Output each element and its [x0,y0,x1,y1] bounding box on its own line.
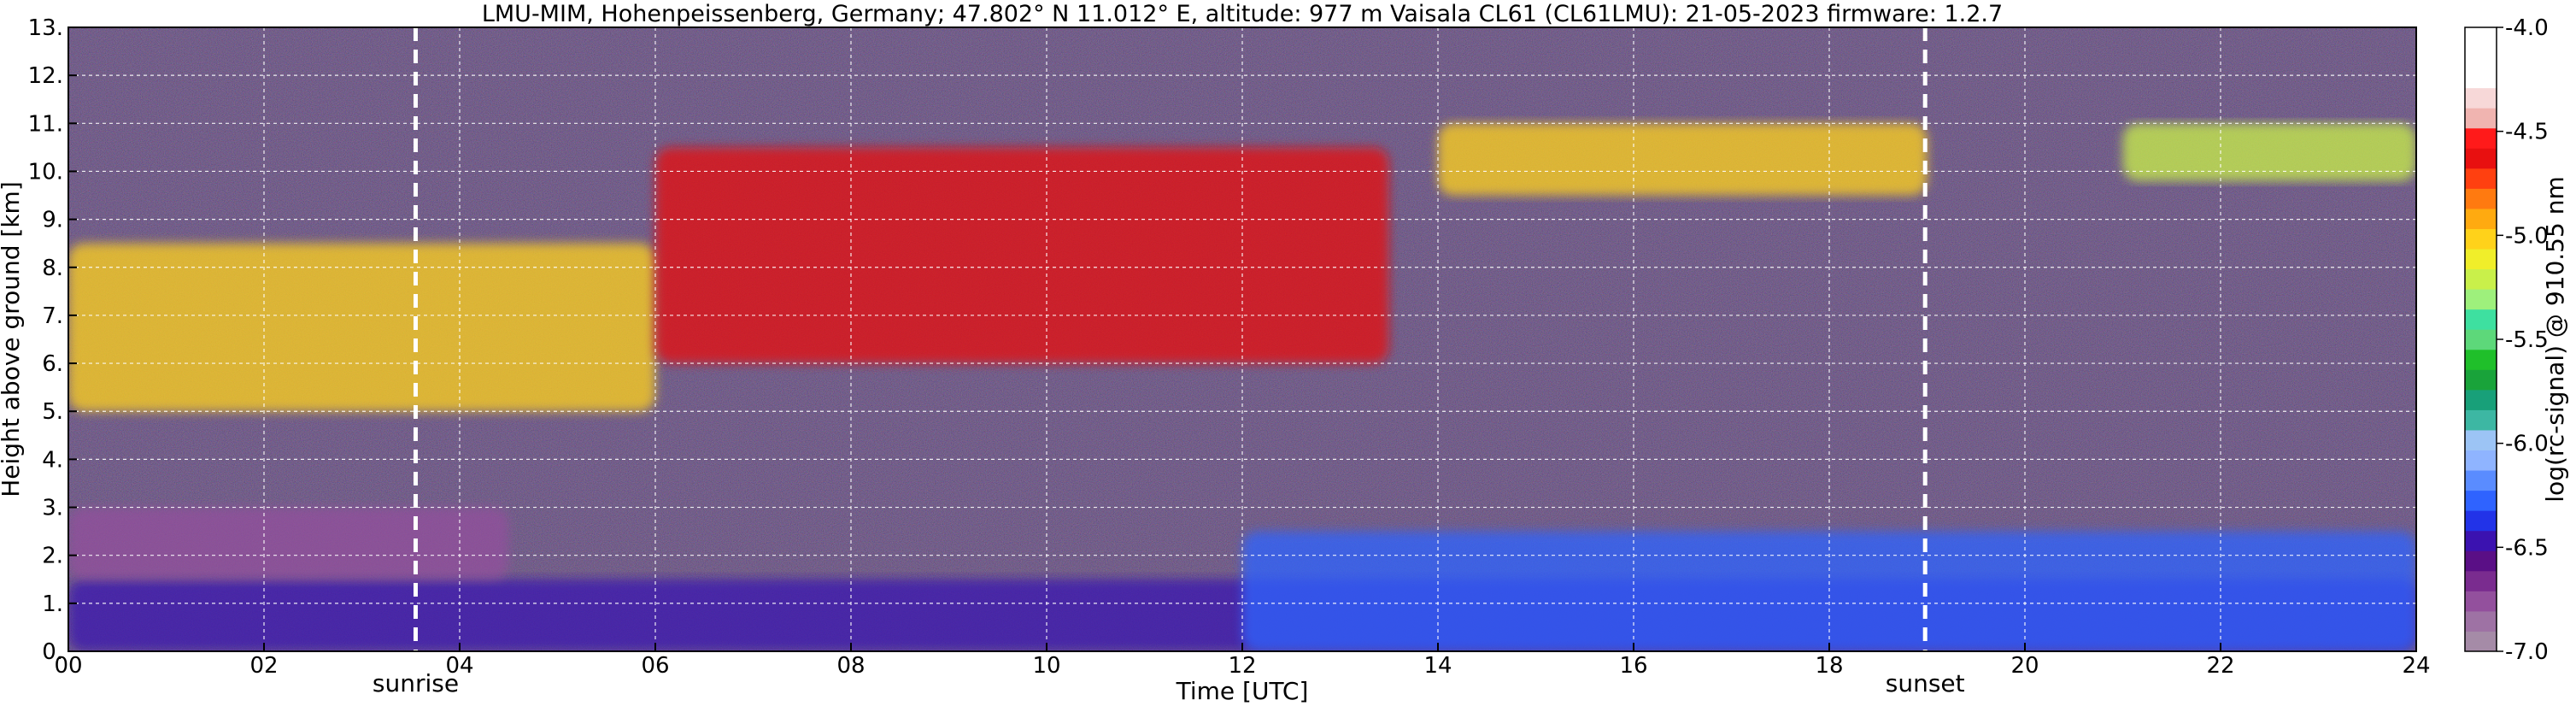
signal-feature [2122,123,2416,181]
x-tick-label: 06 [641,653,669,679]
x-axis-ticks: 00 02 04 06 08 10 12 14 16 18 20 22 24 [54,643,2431,679]
colorbar-tick-label: -7.0 [2505,639,2549,665]
colorbar-segment [2465,610,2497,632]
colorbar-segment [2465,188,2497,209]
plot-area [68,27,2416,651]
colorbar-segment [2465,570,2497,591]
y-tick-label: 5. [42,399,63,425]
colorbar-tick-label: -4.5 [2505,120,2549,145]
colorbar-segment [2465,309,2497,330]
colorbar-segment [2465,530,2497,551]
colorbar-segment [2465,409,2497,431]
colorbar-segment [2465,591,2497,612]
event-labels: sunrise sunset [373,669,1965,697]
y-tick-label: 4. [42,447,63,473]
x-tick-label: 08 [836,653,865,679]
signal-feature [655,147,1389,364]
colorbar-segment [2465,127,2497,149]
colorbar-ticks: -7.0 -6.5 -6.0 -5.5 -5.0 -4.5 -4.0 [2497,15,2549,665]
y-tick-label: 9. [42,208,63,233]
colorbar-tick-label: -6.5 [2505,535,2549,561]
x-tick-label: 00 [54,653,82,679]
colorbar-segment [2465,27,2497,49]
y-tick-label: 8. [42,256,63,281]
colorbar-label: log(rc-signal) @ 910.55 nm [2541,176,2569,502]
colorbar-segment [2465,631,2497,652]
x-tick-label: 14 [1423,653,1452,679]
y-tick-label: 6. [42,351,63,377]
colorbar-segment [2465,208,2497,229]
event-label: sunrise [373,669,459,697]
grid-lines [68,27,2416,651]
colorbar-segment [2465,389,2497,410]
colorbar-segment [2465,429,2497,451]
colorbar-segment [2465,249,2497,270]
y-axis-ticks: 0. 1. 2. 3. 4. 5. 6. 7. 8. 9. 10. 11. 12. 13. [28,15,77,665]
colorbar-segment [2465,289,2497,310]
colorbar-segment [2465,329,2497,350]
x-tick-label: 16 [1619,653,1647,679]
colorbar-segment [2465,450,2497,471]
signal-feature [68,243,655,412]
signal-features [68,123,2416,651]
colorbar-segment [2465,268,2497,290]
colorbar-segment [2465,470,2497,491]
x-tick-label: 12 [1228,653,1256,679]
colorbar-segment [2465,148,2497,169]
x-tick-label: 04 [445,653,473,679]
colorbar-segment [2465,228,2497,250]
colorbar-segment [2465,550,2497,572]
colorbar-segment [2465,490,2497,511]
y-tick-label: 2. [42,544,63,569]
colorbar-tick-label: -5.5 [2505,327,2549,353]
y-tick-label: 10. [28,159,63,185]
colorbar-segment [2465,47,2497,68]
colorbar-segment [2465,510,2497,532]
x-axis-label: Time [UTC] [1176,677,1309,705]
x-tick-label: 18 [1815,653,1843,679]
event-label: sunset [1886,669,1965,697]
colorbar-tick-label: -4.0 [2505,15,2549,41]
event-lines [413,27,1928,651]
colorbar-segment [2465,87,2497,109]
y-tick-label: 1. [42,591,63,617]
colorbar-tick-label: -5.0 [2505,223,2549,249]
colorbar-segment [2465,369,2497,391]
signal-feature [1438,123,1928,196]
y-tick-label: 0. [42,639,63,665]
colorbar-segment [2465,108,2497,129]
colorbar-segment [2465,349,2497,370]
colorbar [2464,26,2497,652]
y-tick-label: 3. [42,496,63,521]
y-tick-label: 12. [28,63,63,89]
x-tick-label: 02 [249,653,278,679]
signal-feature [68,507,509,580]
y-axis-label: Height above ground [km] [0,181,25,497]
y-tick-label: 7. [42,303,63,329]
y-tick-label: 11. [28,111,63,137]
y-tick-label: 13. [28,15,63,41]
x-tick-label: 10 [1032,653,1060,679]
colorbar-segment [2465,68,2497,89]
x-tick-label: 22 [2206,653,2234,679]
x-tick-label: 24 [2402,653,2430,679]
chart-title: LMU-MIM, Hohenpeissenberg, Germany; 47.8… [482,1,2003,27]
colorbar-tick-label: -6.0 [2505,432,2549,457]
x-tick-label: 20 [2010,653,2039,679]
colorbar-segment [2465,168,2497,189]
